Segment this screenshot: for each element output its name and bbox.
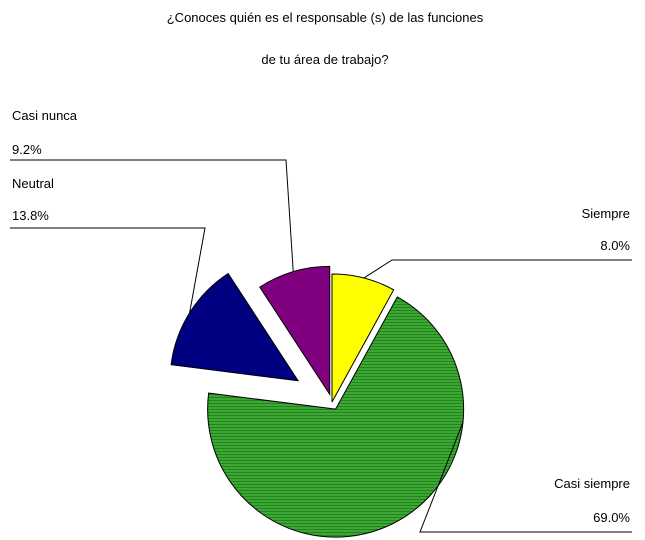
slice-value-siempre: 8.0% bbox=[600, 238, 630, 253]
pie-slice-siempre bbox=[331, 273, 395, 403]
pie-slice-neutral bbox=[170, 272, 300, 382]
slice-label-siempre: Siempre bbox=[582, 206, 630, 221]
slice-label-neutral: Neutral bbox=[12, 176, 54, 191]
slice-value-neutral: 13.8% bbox=[12, 208, 49, 223]
leader-line-casi-siempre bbox=[419, 422, 632, 533]
slice-label-casi-siempre: Casi siempre bbox=[554, 476, 630, 491]
slice-value-casi-siempre: 69.0% bbox=[593, 510, 630, 525]
leader-line-neutral bbox=[10, 227, 206, 313]
leader-line-siempre bbox=[363, 259, 632, 279]
leader-lines bbox=[10, 159, 632, 533]
pie-slices bbox=[170, 265, 465, 538]
slice-value-casi-nunca: 9.2% bbox=[12, 142, 42, 157]
pie-slice-casi-siempre bbox=[207, 296, 465, 538]
chart-title-line-2: de tu área de trabajo? bbox=[261, 52, 388, 67]
slice-label-casi-nunca: Casi nunca bbox=[12, 108, 78, 123]
leader-line-casi-nunca bbox=[10, 159, 294, 272]
chart-title-line-1: ¿Conoces quién es el responsable (s) de … bbox=[167, 10, 484, 25]
